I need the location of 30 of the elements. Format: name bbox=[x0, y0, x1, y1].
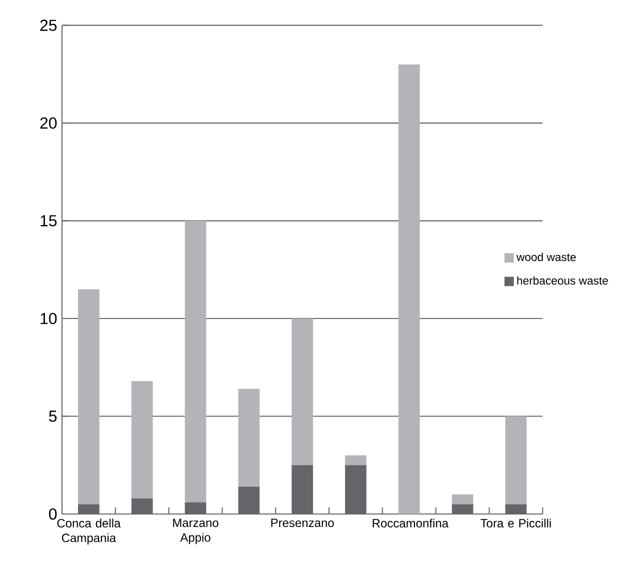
y-tick-label: 10 bbox=[40, 312, 57, 324]
legend-label: herbaceous waste bbox=[517, 276, 608, 285]
x-tick-label: Conca della Campania bbox=[57, 518, 121, 545]
bar bbox=[398, 64, 420, 514]
bar bbox=[292, 465, 314, 514]
x-tick-label: Roccamonfina bbox=[372, 518, 448, 528]
y-tick-label: 15 bbox=[40, 215, 57, 226]
bar bbox=[78, 504, 100, 514]
bar bbox=[184, 220, 206, 502]
y-tick-label: 25 bbox=[40, 20, 57, 31]
bar bbox=[345, 455, 366, 466]
y-tick-label: 0 bbox=[49, 508, 57, 520]
x-tick-label: Tora e Piccilli bbox=[480, 518, 551, 528]
bar bbox=[131, 498, 153, 514]
x-tick-label: Marzano Appio bbox=[173, 518, 218, 544]
y-tick-label: 5 bbox=[49, 410, 57, 422]
bar bbox=[452, 504, 474, 514]
x-tick-label: Presenzano bbox=[271, 518, 334, 528]
bar bbox=[238, 388, 260, 487]
y-tick-label: 20 bbox=[40, 117, 57, 129]
bar bbox=[238, 486, 260, 514]
bar bbox=[131, 381, 153, 498]
bar bbox=[505, 416, 527, 504]
bar bbox=[292, 318, 314, 466]
legend-label: wood waste bbox=[516, 252, 576, 262]
bar bbox=[184, 502, 206, 514]
bar bbox=[505, 504, 527, 514]
bar bbox=[345, 465, 366, 514]
bar bbox=[78, 289, 100, 504]
bar bbox=[452, 494, 474, 504]
